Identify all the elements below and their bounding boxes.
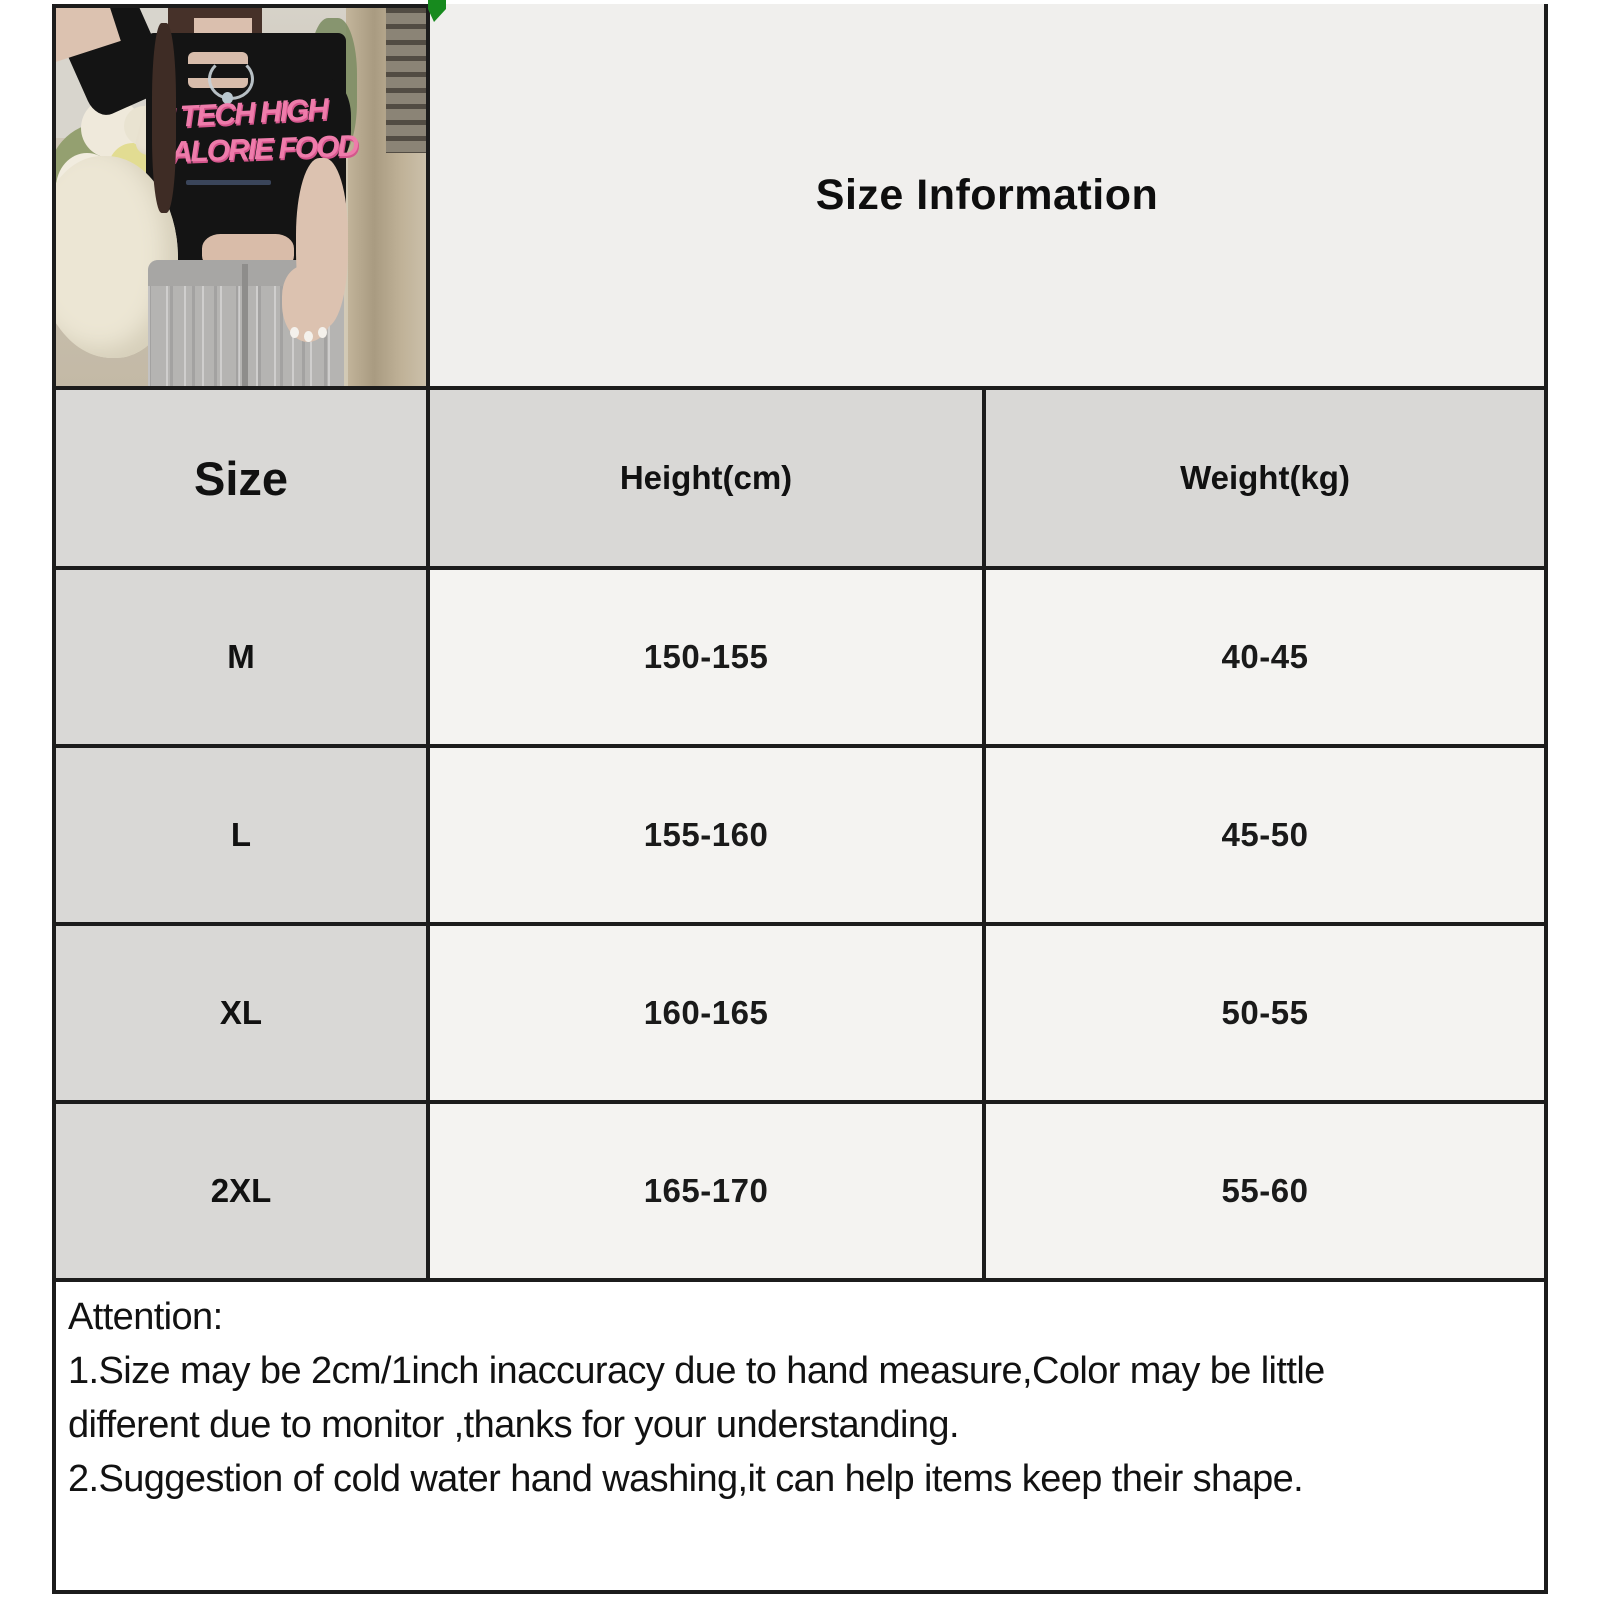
height-value: 155-160 — [643, 816, 769, 853]
table-row-l-height-cell: 155-160 — [430, 748, 982, 922]
attention-line: 1.Size may be 2cm/1inch inaccuracy due t… — [68, 1350, 1325, 1392]
attention-line: 2.Suggestion of cold water hand washing,… — [68, 1458, 1304, 1500]
table-row-l-weight-cell: 45-50 — [986, 748, 1544, 922]
photo-hair-strand — [152, 23, 176, 213]
size-chart-sheet: H TECH HIGH CALORIE FOOD Size Informatio… — [52, 0, 1548, 1594]
product-photo: H TECH HIGH CALORIE FOOD — [56, 8, 426, 386]
table-row-m-height-cell: 150-155 — [430, 570, 982, 744]
height-value: 165-170 — [643, 1172, 769, 1209]
table-row-xl-weight-cell: 50-55 — [986, 926, 1544, 1100]
size-column-header-cell: Size — [56, 390, 426, 566]
height-column-header-cell: Height(cm) — [430, 390, 982, 566]
height-value: 160-165 — [643, 994, 769, 1031]
weight-value: 55-60 — [1221, 1172, 1309, 1209]
attention-line: different due to monitor ,thanks for you… — [68, 1404, 960, 1446]
photo-hand — [282, 266, 334, 342]
size-column-header: Size — [193, 451, 289, 505]
photo-drawstring — [242, 264, 248, 386]
photo-shirt-print-subline — [186, 180, 271, 185]
photo-pendant — [222, 92, 233, 104]
table-row-2xl-size-cell: 2XL — [56, 1104, 426, 1278]
weight-value: 40-45 — [1221, 638, 1309, 675]
size-label: 2XL — [210, 1172, 272, 1209]
attention-box: Attention: 1.Size may be 2cm/1inch inacc… — [56, 1282, 1544, 1590]
weight-value: 45-50 — [1221, 816, 1309, 853]
photo-nail — [318, 327, 327, 338]
size-label: XL — [219, 994, 263, 1031]
photo-tshirt-sleeve — [288, 78, 351, 173]
weight-column-header-cell: Weight(kg) — [986, 390, 1544, 566]
size-label: M — [227, 638, 255, 675]
weight-value: 50-55 — [1221, 994, 1309, 1031]
green-corner-marker-icon — [428, 0, 446, 22]
table-row-2xl-height-cell: 165-170 — [430, 1104, 982, 1278]
table-row-m-size-cell: M — [56, 570, 426, 744]
weight-column-header: Weight(kg) — [1180, 459, 1350, 496]
attention-heading: Attention: — [68, 1296, 223, 1338]
table-row-2xl-weight-cell: 55-60 — [986, 1104, 1544, 1278]
photo-blinds — [386, 8, 426, 153]
photo-nail — [290, 327, 299, 338]
size-label: L — [230, 816, 252, 853]
photo-nail — [304, 331, 313, 342]
table-row-l-size-cell: L — [56, 748, 426, 922]
table-row-xl-height-cell: 160-165 — [430, 926, 982, 1100]
height-value: 150-155 — [643, 638, 769, 675]
title-cell: Size Information — [430, 4, 1544, 386]
page-title: Size Information — [815, 170, 1159, 219]
height-column-header: Height(cm) — [619, 459, 793, 496]
table-row-xl-size-cell: XL — [56, 926, 426, 1100]
table-row-m-weight-cell: 40-45 — [986, 570, 1544, 744]
